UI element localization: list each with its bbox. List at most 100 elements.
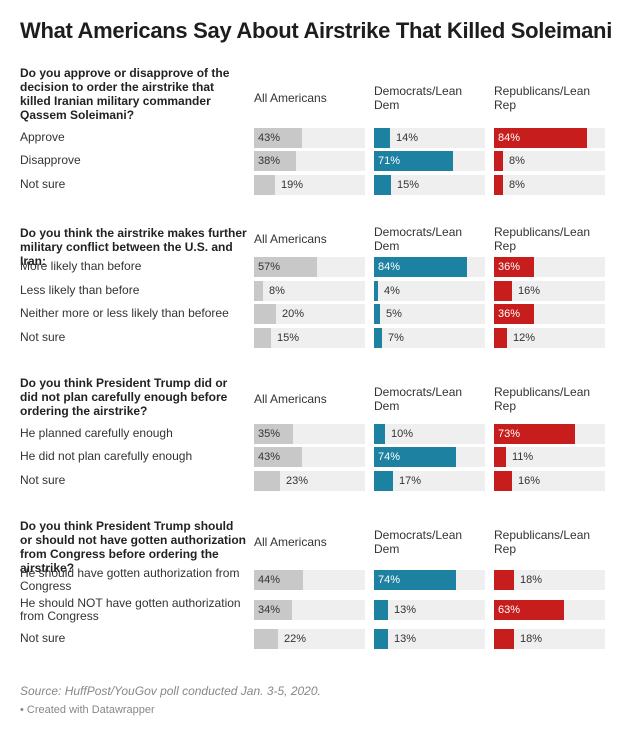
value-label-all: 38% [258,155,281,167]
bar-track-dem: 71% [374,151,485,171]
bar-all [254,447,302,467]
answer-label: Not sure [20,177,66,191]
bar-track-rep: 8% [494,151,605,171]
bar-track-dem: 7% [374,328,485,348]
bar-dem [374,424,385,444]
bar-track-dem: 84% [374,257,485,277]
bar-all [254,600,292,620]
bar-dem [374,629,388,649]
bar-track-dem: 17% [374,471,485,491]
value-label-dem: 74% [378,574,401,586]
column-header-all: All Americans [254,392,327,406]
bar-track-rep: 18% [494,570,605,590]
bar-rep [494,471,512,491]
bar-rep [494,328,507,348]
column-header-dem: Democrats/Lean Dem [374,84,463,112]
bar-all [254,471,280,491]
bar-dem [374,328,382,348]
bar-track-all: 15% [254,328,365,348]
column-header-rep: Republicans/Lean Rep [494,84,591,112]
bar-track-rep: 18% [494,629,605,649]
bar-track-dem: 74% [374,570,485,590]
column-header-rep: Republicans/Lean Rep [494,385,591,413]
value-label-rep: 11% [512,451,534,463]
bar-rep [494,570,514,590]
value-label-rep: 12% [513,332,536,344]
answer-label: He should NOT have gotten authorization … [20,596,241,623]
value-label-all: 15% [277,332,300,344]
value-label-dem: 5% [386,308,402,320]
bar-track-rep: 73% [494,424,605,444]
column-header-rep: Republicans/Lean Rep [494,225,591,253]
bar-dem [374,151,453,171]
bar-dem [374,281,378,301]
bar-all [254,304,276,324]
answer-label: More likely than before [20,259,142,273]
bar-track-dem: 15% [374,175,485,195]
value-label-all: 35% [258,428,281,440]
answer-label: Not sure [20,631,66,645]
value-label-dem: 13% [394,604,417,616]
question-text: Do you think the airstrike makes further… [20,226,247,268]
bar-track-all: 57% [254,257,365,277]
bar-track-all: 20% [254,304,365,324]
column-header-dem: Democrats/Lean Dem [374,225,463,253]
answer-label: He planned carefully enough [20,426,173,440]
answer-label: Not sure [20,473,66,487]
value-label-all: 34% [258,604,281,616]
value-label-dem: 84% [378,261,401,273]
bar-all [254,175,275,195]
bar-track-rep: 16% [494,471,605,491]
bar-rep [494,281,512,301]
bar-all [254,629,278,649]
question-text: Do you approve or disapprove of the deci… [20,66,230,122]
question-text: Do you think President Trump should or s… [20,519,246,575]
answer-label: He did not plan carefully enough [20,449,193,463]
value-label-all: 22% [284,633,307,645]
value-label-rep: 36% [498,261,521,273]
bar-dem [374,447,456,467]
bar-rep [494,128,587,148]
value-label-rep: 73% [498,428,521,440]
value-label-dem: 15% [397,179,420,191]
value-label-all: 43% [258,451,281,463]
bar-track-dem: 13% [374,600,485,620]
bar-dem [374,570,456,590]
value-label-dem: 13% [394,633,417,645]
bar-track-all: 43% [254,128,365,148]
bar-rep [494,447,506,467]
value-label-rep: 8% [509,179,525,191]
value-label-rep: 18% [520,633,543,645]
answer-label: He should have gotten authorization from… [20,566,240,593]
bar-rep [494,424,575,444]
bar-rep [494,629,514,649]
value-label-dem: 4% [384,285,400,297]
bar-track-all: 22% [254,629,365,649]
bar-rep [494,304,534,324]
answer-label: Disapprove [20,153,81,167]
answer-label: Less likely than before [20,283,140,297]
bar-dem [374,471,393,491]
bar-track-rep: 16% [494,281,605,301]
bar-all [254,257,317,277]
value-label-rep: 18% [520,574,543,586]
chart-title: What Americans Say About Airstrike That … [20,18,613,43]
value-label-all: 23% [286,475,309,487]
value-label-rep: 36% [498,308,521,320]
bar-track-rep: 84% [494,128,605,148]
bar-track-rep: 36% [494,257,605,277]
bar-track-rep: 12% [494,328,605,348]
value-label-dem: 14% [396,132,419,144]
bar-track-all: 43% [254,447,365,467]
value-label-all: 20% [282,308,305,320]
bar-all [254,328,271,348]
bar-track-all: 38% [254,151,365,171]
bar-track-rep: 11% [494,447,605,467]
value-label-dem: 7% [388,332,404,344]
bar-track-rep: 8% [494,175,605,195]
bar-track-all: 23% [254,471,365,491]
bar-all [254,570,303,590]
bar-track-dem: 74% [374,447,485,467]
answer-label: Not sure [20,330,66,344]
value-label-dem: 71% [378,155,401,167]
